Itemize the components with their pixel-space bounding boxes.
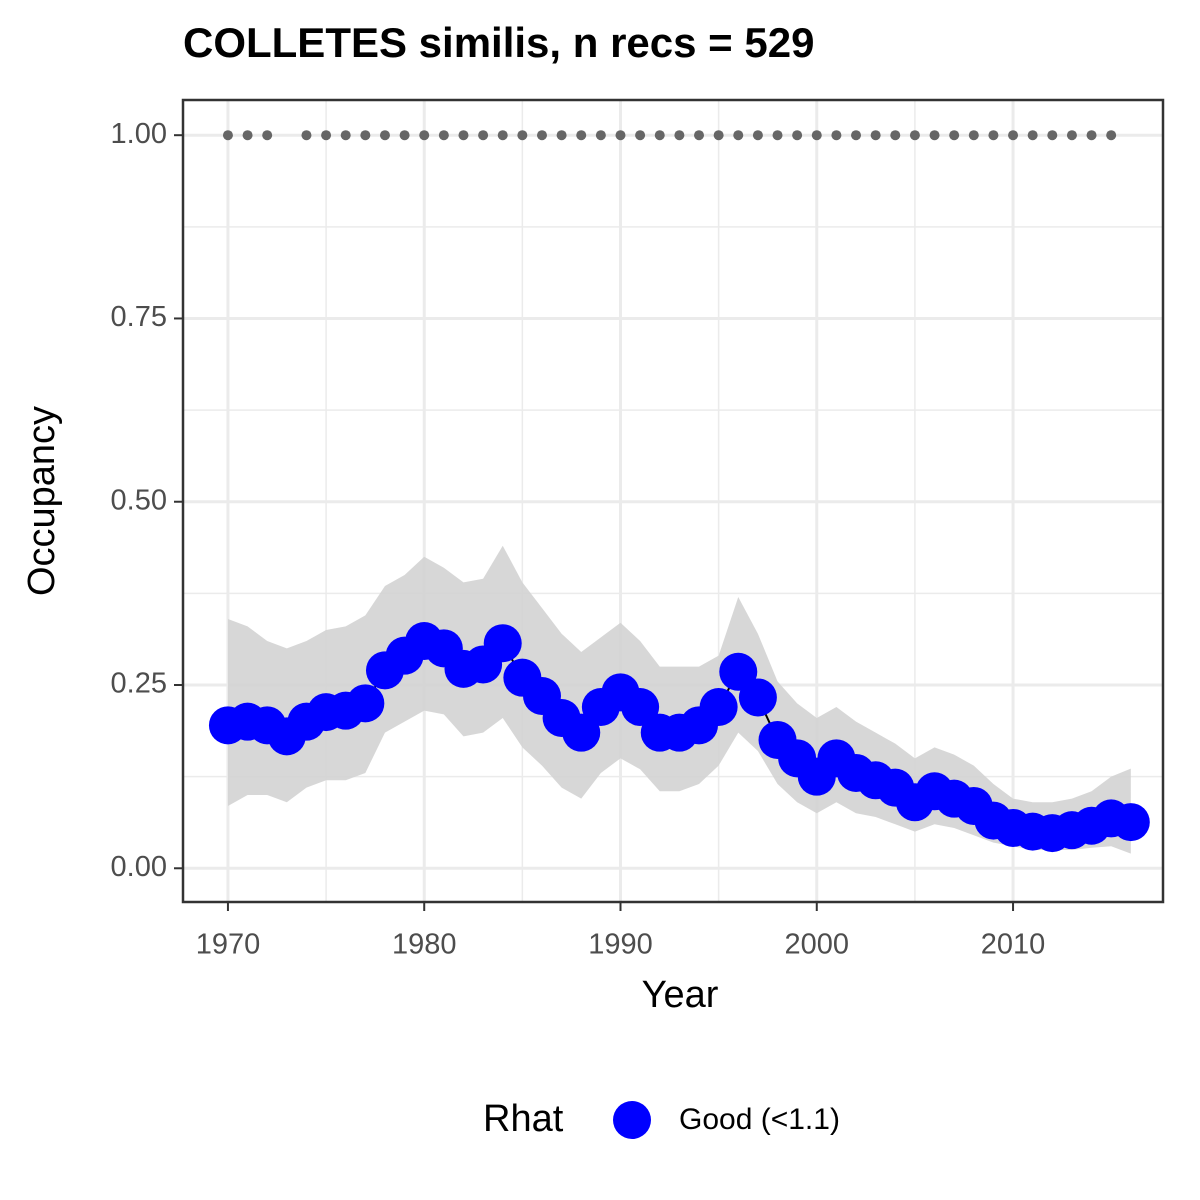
- record-dot: [419, 130, 430, 141]
- y-tick-label: 0.50: [111, 484, 167, 516]
- record-dot: [340, 130, 351, 141]
- record-dot: [851, 130, 862, 141]
- record-dot: [968, 130, 979, 141]
- record-dot: [1047, 130, 1058, 141]
- record-dot: [262, 130, 273, 141]
- y-tick-label: 1.00: [111, 118, 167, 150]
- data-point: [562, 713, 601, 752]
- record-dot: [458, 130, 469, 141]
- record-dot: [595, 130, 606, 141]
- record-dot: [654, 130, 665, 141]
- data-point: [699, 687, 738, 726]
- chart-title: COLLETES similis, n recs = 529: [183, 19, 814, 66]
- record-dot: [301, 130, 312, 141]
- y-axis-label: Occupancy: [21, 406, 63, 596]
- record-dot: [909, 130, 920, 141]
- record-dot: [1106, 130, 1117, 141]
- record-dot: [733, 130, 744, 141]
- record-dot: [517, 130, 528, 141]
- x-tick-label: 1970: [196, 929, 261, 961]
- record-dot: [890, 130, 901, 141]
- record-dot: [556, 130, 567, 141]
- x-tick-label: 2000: [785, 929, 850, 961]
- record-dot: [870, 130, 881, 141]
- legend-key: [613, 1101, 651, 1139]
- record-dot: [497, 130, 508, 141]
- y-tick-label: 0.75: [111, 301, 167, 333]
- record-dot: [772, 130, 783, 141]
- data-point: [1111, 803, 1150, 842]
- record-dot: [635, 130, 646, 141]
- legend-label: Good (<1.1): [679, 1103, 840, 1136]
- record-dot: [536, 130, 547, 141]
- x-tick-label: 1990: [588, 929, 653, 961]
- plot-border: [181, 98, 1165, 904]
- y-tick-label: 0.00: [111, 851, 167, 883]
- record-dot: [360, 130, 371, 141]
- legend-title: Rhat: [483, 1098, 564, 1140]
- data-point: [483, 624, 522, 663]
- record-dot: [321, 130, 332, 141]
- data-point: [738, 678, 777, 717]
- record-dot: [988, 130, 999, 141]
- record-dot: [1066, 130, 1077, 141]
- data-point: [621, 687, 660, 726]
- record-dot: [1027, 130, 1038, 141]
- record-dot: [615, 130, 626, 141]
- record-dot: [222, 130, 233, 141]
- record-dot: [399, 130, 410, 141]
- record-dot: [438, 130, 449, 141]
- record-dot: [811, 130, 822, 141]
- record-dot: [831, 130, 842, 141]
- record-dot: [949, 130, 960, 141]
- record-dot: [242, 130, 253, 141]
- record-dot: [713, 130, 724, 141]
- x-tick-label: 1980: [392, 929, 457, 961]
- record-dot: [792, 130, 803, 141]
- record-dot: [752, 130, 763, 141]
- record-dot: [1008, 130, 1019, 141]
- x-tick-label: 2010: [981, 929, 1046, 961]
- data-point: [719, 652, 758, 691]
- record-dot: [576, 130, 587, 141]
- record-dot: [674, 130, 685, 141]
- y-tick-label: 0.25: [111, 668, 167, 700]
- record-dot: [478, 130, 489, 141]
- record-dot: [1086, 130, 1097, 141]
- record-dot: [379, 130, 390, 141]
- record-dot: [694, 130, 705, 141]
- x-axis-label: Year: [642, 974, 719, 1016]
- record-dot: [929, 130, 940, 141]
- data-point: [346, 684, 385, 723]
